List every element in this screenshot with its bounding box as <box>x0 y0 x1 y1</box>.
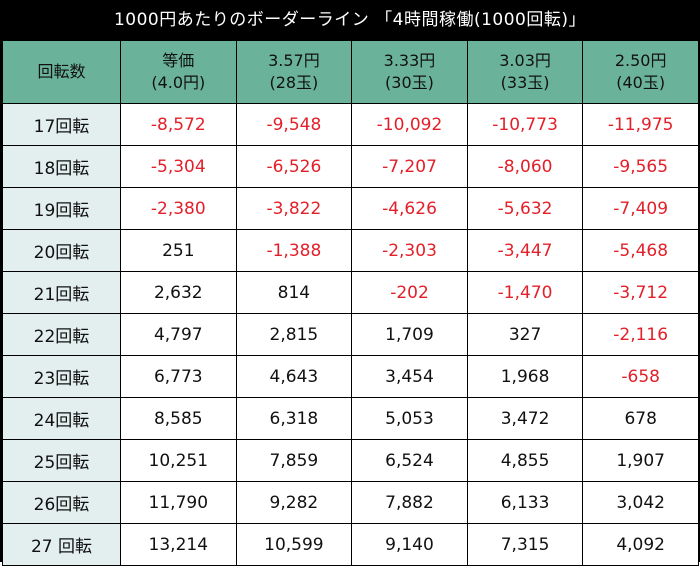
value-cell: -1,470 <box>466 271 584 314</box>
table-row: 21回転 2,632 814 -202 -1,470 -3,712 <box>2 271 699 314</box>
value-cell: -7,409 <box>582 187 699 230</box>
column-header-rate: 等価 <box>162 51 195 70</box>
value-cell: 4,092 <box>582 523 699 566</box>
table-row: 22回転 4,797 2,815 1,709 327 -2,116 <box>2 313 699 356</box>
value-cell: 3,472 <box>466 397 584 440</box>
value-cell: -658 <box>582 355 699 398</box>
value-cell: -11,975 <box>582 103 699 146</box>
table-row: 23回転 6,773 4,643 3,454 1,968 -658 <box>2 355 699 398</box>
column-header: 2.50円 (40玉) <box>582 40 699 104</box>
value-cell: -8,060 <box>466 145 584 188</box>
column-header-rate: 3.57円 <box>268 51 320 70</box>
row-label: 17回転 <box>2 103 121 146</box>
value-cell: 10,251 <box>120 439 237 482</box>
value-cell: 327 <box>466 313 584 356</box>
column-header-balls: (40玉) <box>616 73 666 92</box>
value-cell: 8,585 <box>120 397 237 440</box>
value-cell: -10,092 <box>351 103 468 146</box>
value-cell: -9,548 <box>235 103 353 146</box>
value-cell: 13,214 <box>120 523 237 566</box>
value-cell: 7,315 <box>466 523 584 566</box>
value-cell: 251 <box>120 229 237 272</box>
value-cell: 4,797 <box>120 313 237 356</box>
value-cell: 2,815 <box>235 313 353 356</box>
table-row: 19回転 -2,380 -3,822 -4,626 -5,632 -7,409 <box>2 187 699 230</box>
value-cell: 1,709 <box>351 313 468 356</box>
table-row: 25回転 10,251 7,859 6,524 4,855 1,907 <box>2 439 699 482</box>
corner-header: 回転数 <box>2 40 121 104</box>
value-cell: 6,524 <box>351 439 468 482</box>
column-header-balls: (4.0円) <box>151 73 206 92</box>
value-cell: 678 <box>582 397 699 440</box>
value-cell: -3,822 <box>235 187 353 230</box>
value-cell: 1,968 <box>466 355 584 398</box>
row-label: 24回転 <box>2 397 121 440</box>
column-header-balls: (33玉) <box>500 73 550 92</box>
value-cell: -2,116 <box>582 313 699 356</box>
column-header-rate: 3.33円 <box>383 51 436 70</box>
column-header-balls: (30玉) <box>385 73 434 92</box>
column-header: 3.57円 (28玉) <box>235 40 353 104</box>
value-cell: -6,526 <box>235 145 353 188</box>
value-cell: -8,572 <box>120 103 237 146</box>
value-cell: 6,318 <box>235 397 353 440</box>
column-header: 3.33円 (30玉) <box>351 40 468 104</box>
column-header: 3.03円 (33玉) <box>466 40 584 104</box>
table-row: 26回転 11,790 9,282 7,882 6,133 3,042 <box>2 481 699 524</box>
value-cell: 4,643 <box>235 355 353 398</box>
row-label: 23回転 <box>2 355 121 398</box>
value-cell: -3,712 <box>582 271 699 314</box>
value-cell: -5,304 <box>120 145 237 188</box>
column-header-rate: 2.50円 <box>614 51 667 70</box>
row-label: 26回転 <box>2 481 121 524</box>
row-label: 19回転 <box>2 187 121 230</box>
value-cell: -1,388 <box>235 229 353 272</box>
table-title: 1000円あたりのボーダーライン 「4時間稼働(1000回転)」 <box>113 10 586 30</box>
value-cell: 11,790 <box>120 481 237 524</box>
value-cell: 3,042 <box>582 481 699 524</box>
value-cell: 6,773 <box>120 355 237 398</box>
value-cell: 10,599 <box>235 523 353 566</box>
value-cell: -10,773 <box>466 103 584 146</box>
row-label: 18回転 <box>2 145 121 188</box>
border-line-table: 回転数 等価 (4.0円) 3.57円 (28玉) 3.33円 (30玉) 3.… <box>2 40 699 566</box>
row-label: 27 回転 <box>2 523 121 566</box>
value-cell: 1,907 <box>582 439 699 482</box>
value-cell: 3,454 <box>351 355 468 398</box>
row-label: 22回転 <box>2 313 121 356</box>
column-header: 等価 (4.0円) <box>120 40 237 104</box>
table-row: 17回転 -8,572 -9,548 -10,092 -10,773 -11,975 <box>2 103 699 146</box>
value-cell: -2,380 <box>120 187 237 230</box>
table-row: 20回転 251 -1,388 -2,303 -3,447 -5,468 <box>2 229 699 272</box>
table-row: 27 回転 13,214 10,599 9,140 7,315 4,092 <box>2 523 699 566</box>
value-cell: -4,626 <box>351 187 468 230</box>
value-cell: 4,855 <box>466 439 584 482</box>
value-cell: -202 <box>351 271 468 314</box>
value-cell: 9,282 <box>235 481 353 524</box>
row-label: 20回転 <box>2 229 121 272</box>
value-cell: -2,303 <box>351 229 468 272</box>
value-cell: 9,140 <box>351 523 468 566</box>
value-cell: -7,207 <box>351 145 468 188</box>
column-header-balls: (28玉) <box>269 73 319 92</box>
value-cell: 814 <box>235 271 353 314</box>
value-cell: 6,133 <box>466 481 584 524</box>
table-body: 17回転 -8,572 -9,548 -10,092 -10,773 -11,975 18回… <box>2 103 699 566</box>
value-cell: 7,859 <box>235 439 353 482</box>
value-cell: -5,632 <box>466 187 584 230</box>
value-cell: 7,882 <box>351 481 468 524</box>
row-label: 25回転 <box>2 439 121 482</box>
table-row: 24回転 8,585 6,318 5,053 3,472 678 <box>2 397 699 440</box>
row-label: 21回転 <box>2 271 121 314</box>
column-header-rate: 3.03円 <box>499 51 551 70</box>
value-cell: 2,632 <box>120 271 237 314</box>
table-row: 18回転 -5,304 -6,526 -7,207 -8,060 -9,565 <box>2 145 699 188</box>
value-cell: 5,053 <box>351 397 468 440</box>
value-cell: -3,447 <box>466 229 584 272</box>
value-cell: -5,468 <box>582 229 699 272</box>
header-row: 回転数 等価 (4.0円) 3.57円 (28玉) 3.33円 (30玉) 3.… <box>2 40 699 104</box>
value-cell: -9,565 <box>582 145 699 188</box>
